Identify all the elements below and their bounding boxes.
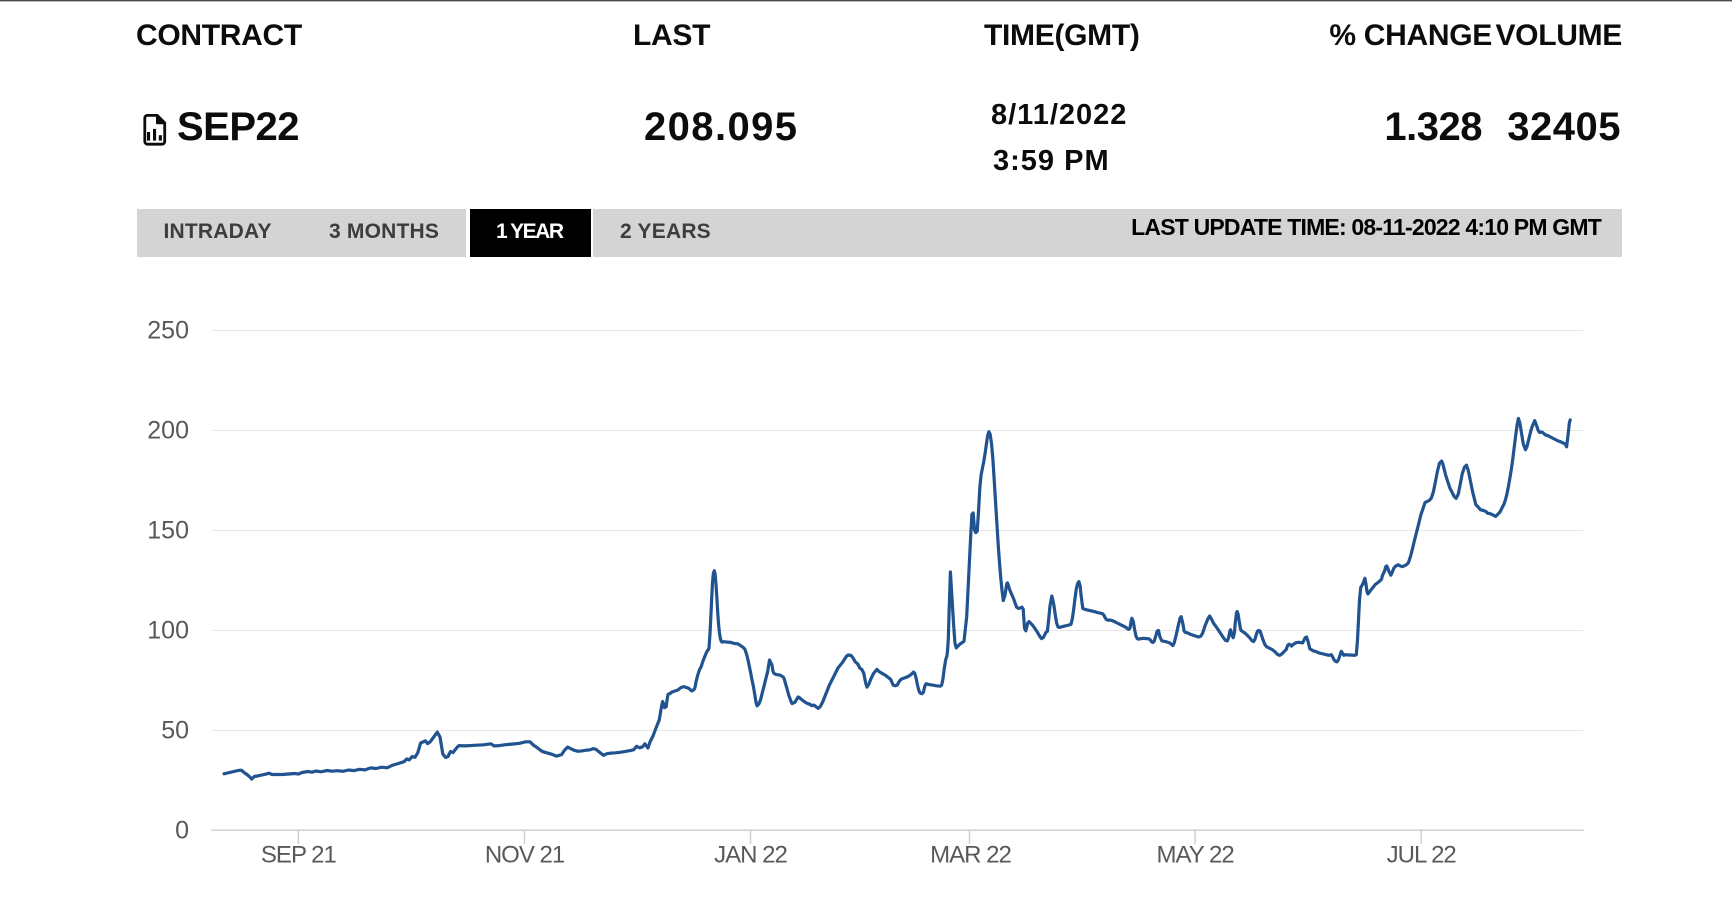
svg-text:0: 0	[175, 817, 189, 845]
svg-text:MAY 22: MAY 22	[1157, 842, 1235, 869]
svg-text:100: 100	[147, 617, 189, 645]
svg-text:NOV 21: NOV 21	[485, 842, 565, 869]
svg-text:150: 150	[147, 517, 189, 545]
svg-text:JAN 22: JAN 22	[714, 842, 787, 869]
svg-text:MAR 22: MAR 22	[930, 842, 1011, 869]
svg-text:50: 50	[161, 717, 189, 745]
svg-text:SEP 21: SEP 21	[261, 842, 337, 869]
svg-text:JUL 22: JUL 22	[1387, 842, 1457, 869]
svg-text:250: 250	[147, 317, 189, 345]
svg-text:200: 200	[147, 417, 189, 445]
